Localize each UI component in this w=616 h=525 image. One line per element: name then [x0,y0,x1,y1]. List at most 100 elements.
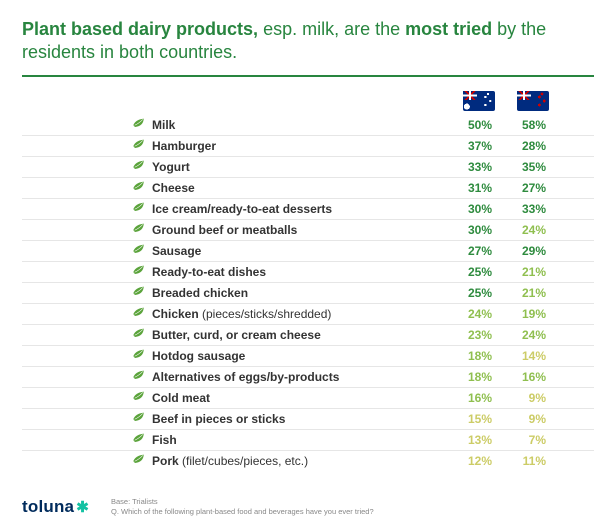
value-au: 50% [452,118,506,132]
table-row: Breaded chicken25%21% [22,283,594,304]
row-icon-cell [22,179,152,197]
row-icon-cell [22,410,152,428]
row-icon-cell [22,221,152,239]
value-au: 25% [452,286,506,300]
row-label: Beef in pieces or sticks [152,412,452,426]
row-label: Sausage [152,244,452,258]
value-au: 30% [452,223,506,237]
table-row: Sausage27%29% [22,241,594,262]
value-nz: 11% [506,454,560,468]
leaf-icon [131,284,147,298]
value-nz: 58% [506,118,560,132]
row-icon-cell [22,347,152,365]
leaf-icon [131,368,147,382]
leaf-icon [131,326,147,340]
row-icon-cell [22,116,152,134]
row-label: Cheese [152,181,452,195]
leaf-icon [131,158,147,172]
value-nz: 35% [506,160,560,174]
leaf-icon [131,242,147,256]
logo-spark-icon: ✱ [76,500,89,515]
row-icon-cell [22,242,152,260]
footnote-question: Q. Which of the following plant-based fo… [111,507,374,517]
row-icon-cell [22,431,152,449]
leaf-icon [131,179,147,193]
value-nz: 24% [506,328,560,342]
value-nz: 7% [506,433,560,447]
table-row: Ice cream/ready-to-eat desserts30%33% [22,199,594,220]
value-au: 12% [452,454,506,468]
row-icon-cell [22,368,152,386]
leaf-icon [131,116,147,130]
value-au: 33% [452,160,506,174]
value-nz: 21% [506,265,560,279]
value-au: 23% [452,328,506,342]
row-label: Breaded chicken [152,286,452,300]
value-nz: 28% [506,139,560,153]
title: Plant based dairy products, esp. milk, a… [22,18,594,65]
value-nz: 9% [506,412,560,426]
row-icon-cell [22,137,152,155]
row-label: Ground beef or meatballs [152,223,452,237]
value-au: 24% [452,307,506,321]
header-flag-nz [506,91,560,111]
value-nz: 27% [506,181,560,195]
value-au: 31% [452,181,506,195]
leaf-icon [131,347,147,361]
value-au: 18% [452,349,506,363]
table-row: Cold meat16%9% [22,388,594,409]
table-header [22,91,594,111]
leaf-icon [131,431,147,445]
row-icon-cell [22,452,152,470]
data-table: Milk50%58%Hamburger37%28%Yogurt33%35%Che… [22,91,594,472]
logo-text: toluna [22,497,74,517]
table-row: Pork (filet/cubes/pieces, etc.)12%11% [22,451,594,472]
row-label: Chicken (pieces/sticks/shredded) [152,307,452,321]
header-flag-au [452,91,506,111]
flag-nz-icon [517,91,549,111]
table-row: Alternatives of eggs/by-products18%16% [22,367,594,388]
value-nz: 19% [506,307,560,321]
value-au: 13% [452,433,506,447]
value-nz: 9% [506,391,560,405]
leaf-icon [131,305,147,319]
leaf-icon [131,263,147,277]
row-icon-cell [22,284,152,302]
title-underline [22,75,594,77]
value-au: 16% [452,391,506,405]
row-icon-cell [22,389,152,407]
value-au: 15% [452,412,506,426]
row-icon-cell [22,326,152,344]
table-row: Beef in pieces or sticks15%9% [22,409,594,430]
row-label: Ready-to-eat dishes [152,265,452,279]
value-au: 18% [452,370,506,384]
footnote-base: Base: Trialists [111,497,374,507]
value-nz: 33% [506,202,560,216]
row-label: Butter, curd, or cream cheese [152,328,452,342]
leaf-icon [131,137,147,151]
table-row: Milk50%58% [22,115,594,136]
row-icon-cell [22,305,152,323]
logo: toluna✱ [22,497,89,517]
row-icon-cell [22,263,152,281]
row-label: Ice cream/ready-to-eat desserts [152,202,452,216]
value-au: 37% [452,139,506,153]
row-label: Fish [152,433,452,447]
table-row: Yogurt33%35% [22,157,594,178]
table-row: Butter, curd, or cream cheese23%24% [22,325,594,346]
table-row: Hamburger37%28% [22,136,594,157]
leaf-icon [131,200,147,214]
leaf-icon [131,453,147,467]
row-label: Pork (filet/cubes/pieces, etc.) [152,454,452,468]
row-icon-cell [22,158,152,176]
row-label: Hotdog sausage [152,349,452,363]
row-label: Cold meat [152,391,452,405]
leaf-icon [131,389,147,403]
value-au: 25% [452,265,506,279]
table-row: Hotdog sausage18%14% [22,346,594,367]
row-label: Yogurt [152,160,452,174]
table-row: Chicken (pieces/sticks/shredded)24%19% [22,304,594,325]
value-nz: 24% [506,223,560,237]
leaf-icon [131,410,147,424]
value-nz: 16% [506,370,560,384]
